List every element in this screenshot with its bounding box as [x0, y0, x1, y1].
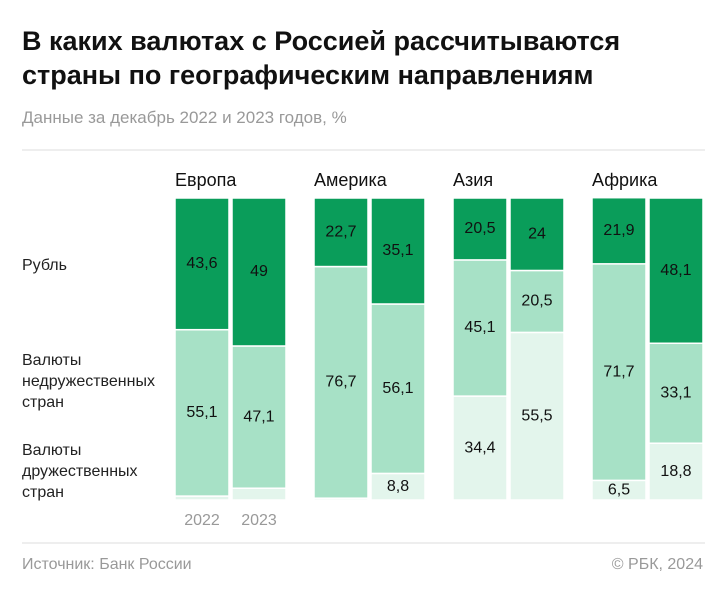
- value-label: 48,1: [660, 262, 691, 279]
- source: Источник: Банк России: [22, 556, 192, 573]
- bar-segment: [231, 487, 287, 501]
- value-label: 21,9: [603, 222, 634, 239]
- bar-segment: [591, 196, 647, 265]
- group-label: Азия: [453, 170, 493, 190]
- value-label: 55,5: [521, 407, 552, 424]
- bar-segment: [174, 328, 230, 497]
- legend-label: Валюты недружественных стран: [22, 352, 155, 411]
- legend-label: Валюты дружественных стран: [22, 442, 138, 501]
- bar-segment: [452, 197, 508, 261]
- bar-segment: [509, 269, 565, 334]
- value-label: 49: [250, 263, 268, 280]
- bar-segment: [370, 197, 426, 305]
- bar-segment: [648, 197, 704, 345]
- value-label: 33,1: [660, 384, 691, 401]
- legend-label: Рубль: [22, 257, 67, 274]
- value-label: 6,5: [608, 481, 630, 498]
- x-tick-label: 2022: [184, 512, 220, 529]
- value-label: 55,1: [186, 404, 217, 421]
- bar-segment: [509, 197, 565, 272]
- bar-segment: [370, 303, 426, 475]
- value-label: 76,7: [325, 374, 356, 391]
- value-label: 35,1: [382, 242, 413, 259]
- chart-subtitle: Данные за декабрь 2022 и 2023 годов, %: [22, 108, 347, 127]
- group-label: Америка: [314, 170, 388, 190]
- bar-segment: [452, 259, 508, 397]
- value-label: 34,4: [464, 439, 495, 456]
- bar-segment: [231, 345, 287, 489]
- value-label: 20,5: [464, 220, 495, 237]
- bar-segment: [313, 265, 369, 499]
- value-label: 8,8: [387, 478, 409, 495]
- value-label: 56,1: [382, 380, 413, 397]
- value-label: 24: [528, 225, 546, 242]
- value-label: 71,7: [603, 363, 634, 380]
- bar-segment: [313, 197, 369, 268]
- bar-segment: [231, 197, 287, 347]
- value-label: 45,1: [464, 319, 495, 336]
- value-label: 20,5: [521, 293, 552, 310]
- value-label: 47,1: [243, 408, 274, 425]
- bar-segment: [370, 472, 426, 501]
- bar-segment: [174, 197, 230, 331]
- bar-segment: [452, 395, 508, 501]
- bar-segment: [648, 442, 704, 501]
- bar-segment: [648, 342, 704, 444]
- group-label: Европа: [175, 170, 237, 190]
- bar-segment: [509, 331, 565, 501]
- value-label: 22,7: [325, 223, 356, 240]
- value-label: 43,6: [186, 255, 217, 272]
- copyright: © РБК, 2024: [611, 556, 703, 573]
- value-label: 18,8: [660, 463, 691, 480]
- x-tick-label: 2023: [241, 512, 277, 529]
- chart-title: В каких валютах с Россией рассчитываются…: [22, 26, 621, 90]
- group-label: Африка: [592, 170, 658, 190]
- bar-segment: [591, 263, 647, 482]
